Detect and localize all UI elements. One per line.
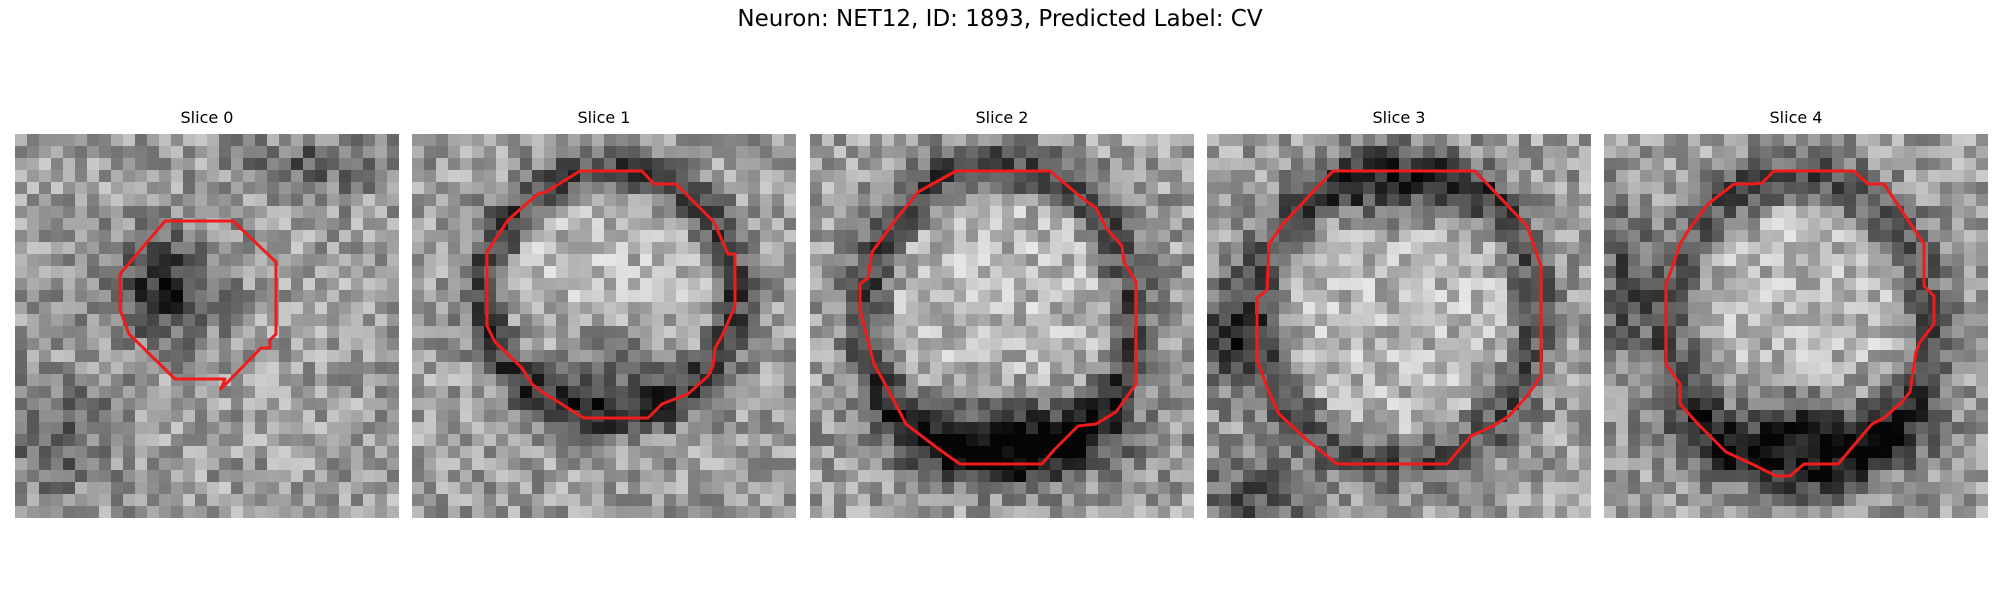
slice-title-0: Slice 0 — [180, 108, 234, 127]
slice-pixels-2 — [810, 134, 1194, 518]
slice-image-3 — [1207, 134, 1591, 518]
roi-contour-3 — [1255, 169, 1543, 466]
roi-contour-0 — [118, 219, 278, 391]
slice-title-3: Slice 3 — [1372, 108, 1426, 127]
slice-image-0 — [15, 134, 399, 518]
slice-image-4 — [1604, 134, 1988, 518]
figure-title: Neuron: NET12, ID: 1893, Predicted Label… — [737, 6, 1263, 32]
roi-contour-4 — [1664, 169, 1936, 478]
slice-pixels-3 — [1207, 134, 1591, 518]
slice-title-1: Slice 1 — [577, 108, 631, 127]
slice-pixels-4 — [1604, 134, 1988, 518]
roi-contour-2 — [858, 169, 1138, 466]
slice-image-2 — [810, 134, 1194, 518]
slice-pixels-1 — [412, 134, 796, 518]
roi-contour-1 — [485, 169, 737, 420]
slice-title-4: Slice 4 — [1769, 108, 1823, 127]
slice-pixels-0 — [15, 134, 399, 518]
slice-image-1 — [412, 134, 796, 518]
slice-title-2: Slice 2 — [975, 108, 1029, 127]
